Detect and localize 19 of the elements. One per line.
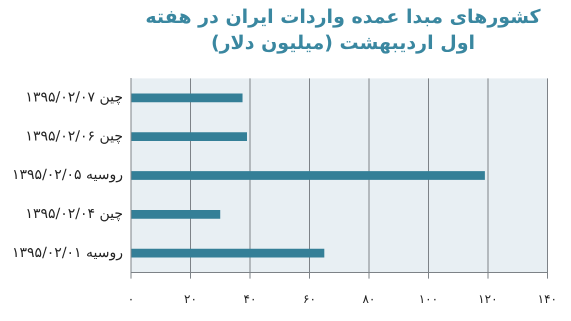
y-tick-label: چین ۱۳۹۵/۰۲/۰۴ [25,206,124,222]
x-tick-label: ۸۰ [362,292,376,306]
bar [132,248,324,258]
x-tick-label: ۱۴۰ [538,292,558,306]
x-tick-label: ۱۰۰ [418,292,438,306]
x-tick-label: ۴۰ [244,292,256,306]
y-tick-label: چین ۱۳۹۵/۰۲/۰۶ [25,128,124,144]
y-tick-label: روسیه ۱۳۹۵/۰۲/۰۱ [12,244,124,261]
x-tick-label: ۶۰ [302,292,316,306]
chart-title: کشورهای مبدا عمده واردات ایران در هفته اول اردیبهشت (میلیون دلار) [144,5,542,56]
bar [132,210,220,219]
x-tick-label: ۱۲۰ [478,292,498,306]
x-tick-label: ۲۰ [184,292,197,306]
y-tick-label: روسیه ۱۳۹۵/۰۲/۰۵ [12,167,124,184]
x-tick-label: ۰ [128,292,134,306]
bar [132,132,247,142]
bar [132,93,243,102]
bar [132,171,485,180]
y-tick-label: چین ۱۳۹۵/۰۲/۰۷ [25,89,124,106]
